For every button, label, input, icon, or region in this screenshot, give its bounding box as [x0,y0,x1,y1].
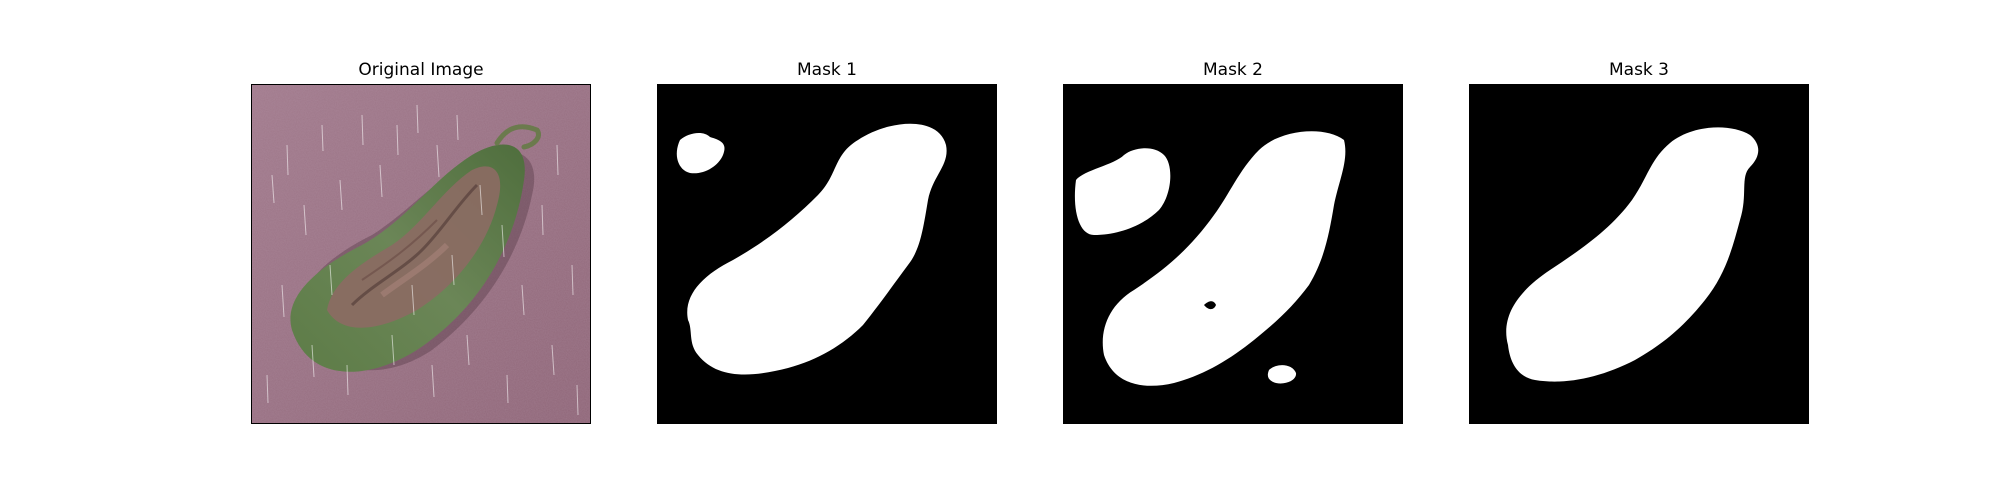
mask-1-image [657,84,997,424]
mask-2-image [1063,84,1403,424]
mask-1-panel: Mask 1 [657,58,997,424]
mask-3-image [1469,84,1809,424]
mask-blob [676,133,725,174]
mask-3 [1470,85,1808,423]
noise-streaks [266,104,579,416]
leaf-stem [494,124,541,150]
panel-title: Mask 2 [1202,60,1263,80]
mask-2-panel: Mask 2 [1063,58,1403,424]
mask-blob [1074,148,1171,235]
mask-3-panel: Mask 3 [1469,58,1809,424]
original-image [251,84,591,424]
mask-leaf-region [687,123,947,375]
mask-1 [658,85,996,423]
panel-title: Mask 1 [796,60,857,80]
mask-leaf-region [1506,127,1759,382]
panel-title: Original Image [358,60,484,80]
mask-blob [1267,365,1297,384]
panel-title: Mask 3 [1608,60,1669,80]
mask-2 [1064,85,1402,423]
original-image-panel: Original Image [251,58,591,424]
leaf-photo [252,85,590,423]
mask-leaf-region [1102,131,1346,386]
